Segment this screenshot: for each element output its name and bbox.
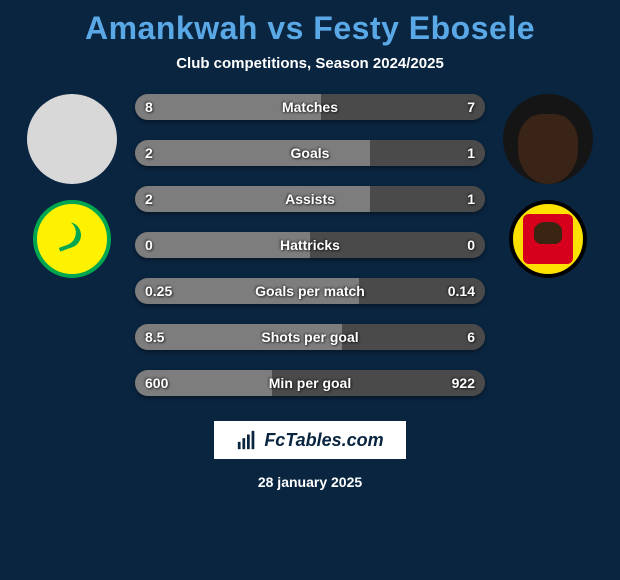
stat-label: Matches xyxy=(282,99,338,115)
left-player-portrait xyxy=(27,94,117,184)
stat-left-value: 2 xyxy=(145,191,153,207)
comparison-panel: 8 7 Matches 2 1 Goals 2 1 Assists 0 0 Hattricks 0.25… xyxy=(0,94,620,396)
bar-right-fill xyxy=(321,94,486,120)
right-player-column xyxy=(493,94,603,282)
left-club-badge xyxy=(29,196,115,282)
stat-label: Min per goal xyxy=(269,375,351,391)
stat-right-value: 7 xyxy=(467,99,475,115)
left-player-column xyxy=(17,94,127,282)
norwich-badge-icon xyxy=(33,200,111,278)
stat-label: Shots per goal xyxy=(261,329,358,345)
right-club-badge xyxy=(505,196,591,282)
stat-bar: 2 1 Goals xyxy=(135,140,485,166)
stat-label: Assists xyxy=(285,191,335,207)
stat-bar: 8 7 Matches xyxy=(135,94,485,120)
stat-bar: 0 0 Hattricks xyxy=(135,232,485,258)
footer: FcTables.com 28 january 2025 xyxy=(0,418,620,490)
stat-left-value: 8.5 xyxy=(145,329,164,345)
portrait-head-icon xyxy=(518,114,578,184)
stat-left-value: 600 xyxy=(145,375,168,391)
stat-bar: 0.25 0.14 Goals per match xyxy=(135,278,485,304)
stat-label: Goals xyxy=(291,145,330,161)
stat-bar: 8.5 6 Shots per goal xyxy=(135,324,485,350)
stat-left-value: 2 xyxy=(145,145,153,161)
page-title: Amankwah vs Festy Ebosele xyxy=(0,0,620,47)
right-player-portrait xyxy=(503,94,593,184)
subtitle: Club competitions, Season 2024/2025 xyxy=(0,55,620,72)
brand-box: FcTables.com xyxy=(211,418,408,462)
stat-right-value: 0.14 xyxy=(448,283,475,299)
stat-bar: 2 1 Assists xyxy=(135,186,485,212)
stat-right-value: 6 xyxy=(467,329,475,345)
stats-bars: 8 7 Matches 2 1 Goals 2 1 Assists 0 0 Hattricks 0.25… xyxy=(135,94,485,396)
stat-right-value: 0 xyxy=(467,237,475,253)
bar-chart-icon xyxy=(236,429,258,451)
stat-right-value: 1 xyxy=(467,191,475,207)
brand-label: FcTables.com xyxy=(264,430,383,451)
watford-badge-icon xyxy=(509,200,587,278)
stat-left-value: 0.25 xyxy=(145,283,172,299)
stat-left-value: 8 xyxy=(145,99,153,115)
stat-right-value: 1 xyxy=(467,145,475,161)
bar-right-fill xyxy=(342,324,486,350)
bar-left-fill xyxy=(135,140,370,166)
date: 28 january 2025 xyxy=(258,474,362,490)
stat-left-value: 0 xyxy=(145,237,153,253)
stat-label: Hattricks xyxy=(280,237,340,253)
stat-label: Goals per match xyxy=(255,283,365,299)
stat-bar: 600 922 Min per goal xyxy=(135,370,485,396)
stat-right-value: 922 xyxy=(452,375,475,391)
